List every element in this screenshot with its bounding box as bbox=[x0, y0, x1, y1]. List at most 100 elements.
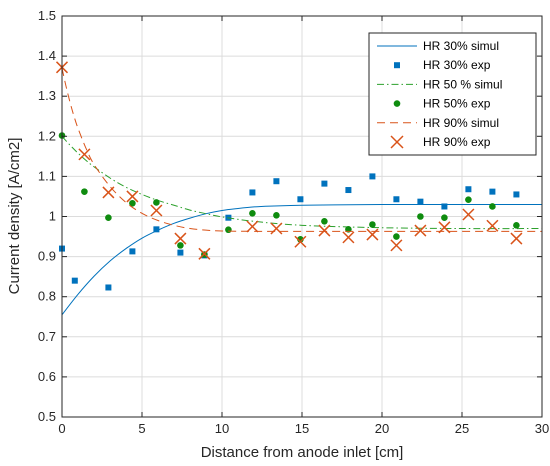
data-point-x-stroke bbox=[198, 247, 211, 260]
data-point-square bbox=[489, 188, 496, 195]
y-axis-title: Current density [A/cm2] bbox=[6, 138, 23, 295]
series-hr-50-simul bbox=[61, 135, 543, 230]
data-point-circle bbox=[225, 226, 232, 234]
x-tick-label: 15 bbox=[295, 421, 309, 436]
data-point-x bbox=[510, 232, 523, 245]
legend-label: HR 50 % simul bbox=[423, 77, 502, 91]
y-tick-label: 1.2 bbox=[38, 128, 56, 143]
data-point-circle bbox=[513, 222, 520, 229]
data-point-square bbox=[177, 249, 184, 256]
series-line bbox=[61, 68, 542, 232]
data-point-x bbox=[390, 239, 403, 252]
data-point-circle bbox=[129, 199, 136, 207]
data-point-square bbox=[513, 191, 520, 198]
x-tick-label: 20 bbox=[375, 421, 389, 436]
data-point-x bbox=[366, 228, 379, 241]
data-point-square bbox=[369, 173, 376, 180]
data-point-x bbox=[438, 221, 451, 234]
data-point-x-stroke bbox=[342, 231, 355, 244]
data-point-x-stroke bbox=[78, 148, 91, 161]
data-point-x-stroke bbox=[318, 224, 331, 237]
data-point-x bbox=[126, 190, 139, 203]
data-point-x-stroke bbox=[174, 232, 187, 245]
series-hr-90-simul bbox=[61, 68, 542, 232]
x-axis-title: Distance from anode inlet [cm] bbox=[201, 444, 404, 461]
legend-swatch-x bbox=[390, 135, 404, 149]
data-point-x bbox=[150, 204, 163, 217]
data-point-square bbox=[465, 186, 472, 193]
data-point-circle bbox=[153, 199, 160, 206]
y-ticks: 0.5 0.6 0.7 0.8 0.9 1 1.1 1.2 1.3 1.4 1.5 bbox=[38, 8, 542, 424]
data-point-circle bbox=[393, 233, 400, 240]
series-hr-90-exp bbox=[55, 61, 523, 260]
y-tick-label: 0.6 bbox=[38, 369, 56, 384]
legend-label: HR 30% exp bbox=[423, 58, 491, 72]
series-line bbox=[61, 203, 542, 316]
data-point-square bbox=[345, 187, 352, 194]
data-point-x bbox=[174, 232, 187, 245]
x-tick-label: 10 bbox=[215, 421, 229, 436]
series-hr-30-simul bbox=[61, 203, 542, 316]
data-point-circle bbox=[273, 211, 280, 219]
y-tick-label: 0.7 bbox=[38, 329, 56, 344]
legend-label: HR 90% exp bbox=[423, 135, 491, 149]
data-point-x-stroke bbox=[510, 232, 523, 245]
data-point-x bbox=[246, 220, 259, 233]
x-tick-label: 5 bbox=[138, 421, 145, 436]
data-point-circle bbox=[249, 209, 256, 217]
data-point-x bbox=[198, 247, 211, 260]
data-point-circle bbox=[81, 188, 88, 195]
data-point-x-stroke bbox=[438, 221, 451, 234]
data-point-x bbox=[318, 224, 331, 237]
data-point-circle bbox=[465, 196, 472, 203]
data-point-x-stroke bbox=[246, 220, 259, 233]
legend-label: HR 90% simul bbox=[423, 116, 499, 130]
data-point-circle bbox=[105, 214, 112, 222]
data-point-x-stroke bbox=[294, 235, 307, 248]
x-tick-label: 30 bbox=[535, 421, 549, 436]
legend-swatch-circle bbox=[393, 100, 401, 107]
legend-label: HR 30% simul bbox=[423, 39, 499, 53]
y-tick-label: 1.4 bbox=[38, 48, 56, 63]
data-point-square bbox=[417, 198, 424, 205]
legend-label: HR 50% exp bbox=[423, 97, 491, 111]
x-tick-label: 25 bbox=[455, 421, 469, 436]
data-point-square bbox=[321, 180, 328, 187]
data-point-x-stroke bbox=[390, 239, 403, 252]
y-tick-label: 0.5 bbox=[38, 409, 56, 424]
data-point-square bbox=[249, 189, 256, 196]
data-point-square bbox=[153, 226, 160, 233]
data-point-x-stroke bbox=[462, 208, 475, 221]
data-point-x bbox=[102, 186, 115, 199]
y-tick-label: 1 bbox=[49, 209, 56, 224]
data-point-square bbox=[273, 178, 280, 185]
y-tick-label: 0.8 bbox=[38, 289, 56, 304]
legend-box bbox=[368, 32, 537, 156]
data-point-square bbox=[129, 248, 136, 255]
data-point-x-stroke bbox=[414, 224, 427, 237]
x-ticks: 0 5 10 15 20 25 30 bbox=[58, 16, 549, 436]
data-point-x bbox=[342, 231, 355, 244]
series-line bbox=[61, 135, 543, 230]
data-point-square bbox=[71, 277, 78, 284]
data-point-x bbox=[78, 148, 91, 161]
legend-swatch-square bbox=[394, 62, 400, 69]
data-point-x-stroke bbox=[150, 204, 163, 217]
series-layer bbox=[55, 61, 543, 316]
y-tick-label: 1.1 bbox=[38, 168, 56, 183]
data-point-x-stroke bbox=[126, 190, 139, 203]
data-point-x bbox=[414, 224, 427, 237]
data-point-square bbox=[105, 284, 112, 291]
data-point-circle bbox=[369, 221, 376, 228]
legend-swatch-x-stroke bbox=[390, 135, 404, 149]
data-point-circle bbox=[417, 213, 424, 220]
data-point-circle bbox=[489, 203, 496, 210]
x-tick-label: 0 bbox=[58, 421, 65, 436]
data-point-square bbox=[297, 196, 304, 203]
data-point-x bbox=[294, 235, 307, 248]
data-point-circle bbox=[177, 242, 184, 249]
data-point-circle bbox=[441, 214, 448, 222]
data-point-x-stroke bbox=[102, 186, 115, 199]
data-point-square bbox=[441, 203, 448, 210]
